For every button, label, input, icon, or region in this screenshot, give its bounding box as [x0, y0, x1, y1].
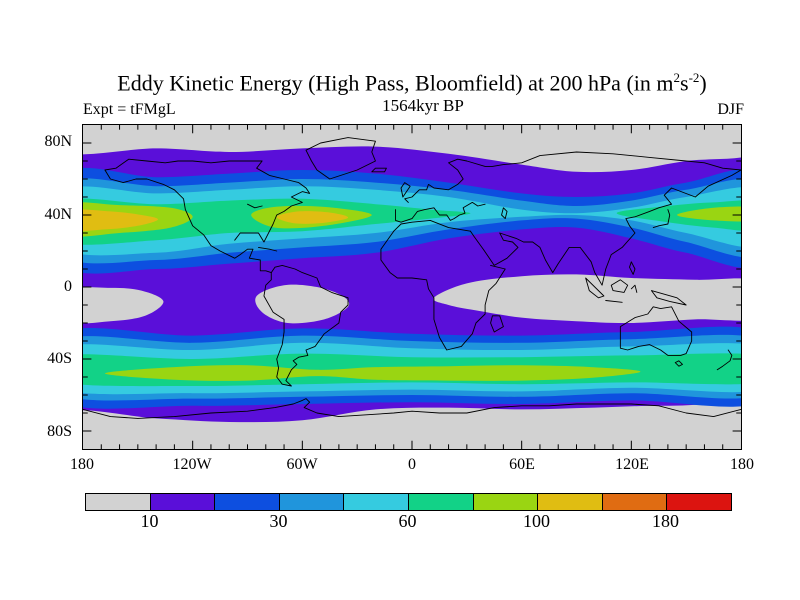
coastlines: [83, 137, 741, 419]
season-label: DJF: [717, 101, 744, 118]
title-superscript-minus2: -2: [688, 70, 700, 85]
coastline-tasmania: [674, 360, 683, 367]
contour-region-gray-equatorial-east-pacific: [83, 287, 164, 324]
title-text-close: ): [699, 70, 707, 96]
lat-tick-label-0: 0: [64, 278, 72, 295]
contour-region-nh-gold-pacific: [83, 209, 158, 232]
coastline-cuba: [258, 246, 278, 252]
coastline-new-guinea: [650, 290, 687, 306]
plot-title: Eddy Kinetic Energy (High Pass, Bloomfie…: [117, 70, 706, 96]
colorbar-labels: 10 30 60 100 180: [85, 511, 730, 535]
coastline-philippines: [629, 261, 636, 275]
lon-tick-label-120E: 120E: [615, 456, 649, 473]
coastline-british-isles: [400, 182, 411, 198]
lat-tick-label-40S: 40S: [47, 350, 72, 368]
title-text: Eddy Kinetic Energy (High Pass, Bloomfie…: [117, 70, 674, 96]
colorbar-label-100: 100: [523, 511, 550, 531]
coastline-borneo: [610, 279, 629, 293]
colorbar-cell-0: [86, 494, 151, 510]
contour-region-gray-antarctic-cap: [83, 403, 741, 449]
colorbar-cell-7: [538, 494, 603, 510]
experiment-label: Expt = tFMgL: [83, 101, 176, 118]
coastline-iceland: [371, 167, 387, 173]
axis-ticks: [83, 125, 741, 449]
coastline-north-america-west: [104, 169, 272, 274]
coastline-caspian-sea: [501, 207, 508, 220]
contour-region-gray-north-polar-cap: [83, 125, 741, 173]
lat-tick-label-40N: 40N: [44, 205, 72, 223]
contour-region-gray-equatorial-south-america: [255, 284, 350, 324]
colorbar-cell-9: [667, 494, 731, 510]
title-text-s: s: [680, 70, 689, 96]
lon-tick-label-60E: 60E: [509, 456, 535, 473]
contour-region-nh-gold-atlantic: [276, 211, 349, 224]
contour-region-sh-yellowgreen-band: [104, 365, 641, 381]
coastline-asia-east-south: [470, 169, 741, 286]
coastline-japan: [652, 209, 671, 229]
lon-tick-label-180: 180: [70, 456, 94, 473]
map-frame: [82, 124, 742, 450]
colorbar-cell-2: [215, 494, 280, 510]
coastline-europe-south-mediterranean: [395, 201, 486, 223]
colorbar-label-10: 10: [140, 511, 159, 531]
coastline-java: [605, 300, 623, 303]
coastline-sumatra: [585, 277, 605, 299]
coastline-north-africa-coast: [393, 219, 471, 232]
coastline-europe-north-russia-arctic: [404, 151, 741, 203]
colorbar-label-60: 60: [398, 511, 417, 531]
map-canvas: [83, 125, 741, 449]
lat-tick-label-80N: 80N: [44, 133, 72, 151]
coastline-australia: [619, 306, 693, 356]
coastline-sulawesi: [630, 284, 638, 293]
coastline-greenland: [305, 137, 376, 180]
coastline-africa-outline: [380, 230, 506, 351]
colorbar-cell-3: [279, 494, 345, 510]
colorbar-cell-1: [150, 494, 216, 510]
lon-tick-label-0: 0: [408, 456, 416, 473]
lon-tick-label-120W: 120W: [172, 456, 212, 473]
coastline-north-america-east-arctic: [104, 158, 311, 243]
colorbar-label-180: 180: [652, 511, 679, 531]
coastline-great-lakes: [247, 203, 263, 209]
colorbar: [85, 493, 732, 511]
colorbar-cell-6: [473, 494, 539, 510]
contour-region-gray-equatorial-africa-indian: [433, 274, 741, 324]
coastline-antarctica: [83, 398, 741, 419]
coastline-new-zealand: [716, 349, 733, 371]
colorbar-cell-8: [602, 494, 668, 510]
plot-subtitle: 1564kyr BP: [382, 96, 464, 115]
colorbar-label-30: 30: [269, 511, 288, 531]
lon-tick-label-180: 180: [730, 456, 754, 473]
lon-tick-label-60W: 60W: [286, 456, 318, 473]
colorbar-cell-5: [408, 494, 474, 510]
colorbar-cell-4: [344, 494, 409, 510]
coastline-south-america: [263, 264, 349, 387]
contour-region-nh-yellowgreen-east: [677, 206, 741, 222]
lat-tick-label-80S: 80S: [47, 422, 72, 440]
coastline-madagascar: [490, 315, 504, 333]
title-superscript-2: 2: [673, 70, 681, 85]
